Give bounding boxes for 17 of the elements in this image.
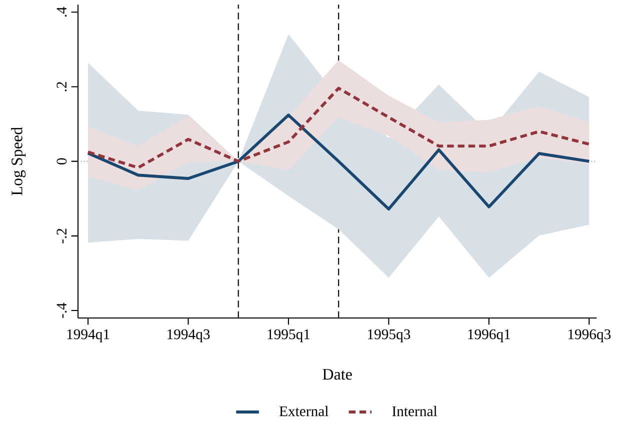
y-tick-label: -.4 [56, 302, 67, 318]
y-tick-label: 0 [56, 158, 67, 164]
line-series [86, 86, 591, 170]
y-axis-title: Log Speed [11, 127, 26, 196]
y-tick-label: .2 [56, 82, 67, 92]
x-tick-label: 1996q1 [468, 329, 510, 342]
x-tick-label: 1994q3 [168, 329, 210, 342]
x-tick-label: 1996q3 [568, 329, 611, 342]
legend-label: Internal [392, 406, 438, 416]
x-tick-label: 1994q1 [67, 329, 110, 342]
legend-label: External [279, 406, 328, 416]
x-tick-label: 1995q1 [268, 329, 310, 342]
line-series [86, 114, 591, 211]
x-axis-title: Date [322, 369, 352, 380]
y-tick-label: -.2 [56, 228, 67, 244]
y-tick-label: .4 [56, 6, 67, 17]
x-tick-label: 1995q3 [368, 329, 410, 342]
